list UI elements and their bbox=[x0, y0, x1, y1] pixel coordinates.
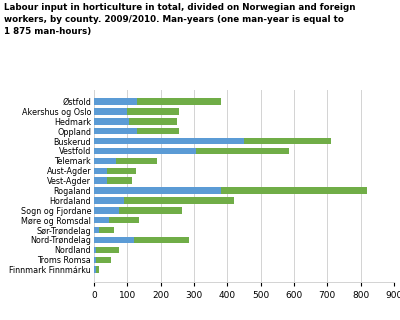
Bar bbox=[94, 247, 96, 253]
Bar bbox=[129, 118, 177, 124]
Bar bbox=[107, 168, 136, 174]
Text: Labour input in horticulture in total, divided on Norwegian and foreign
workers,: Labour input in horticulture in total, d… bbox=[4, 3, 356, 36]
Bar bbox=[94, 207, 119, 213]
Bar bbox=[124, 197, 234, 204]
Bar bbox=[196, 148, 289, 154]
Bar bbox=[94, 237, 134, 243]
Bar bbox=[94, 187, 221, 194]
Bar bbox=[94, 227, 99, 233]
Bar bbox=[119, 207, 182, 213]
Bar bbox=[134, 237, 189, 243]
Bar bbox=[99, 227, 114, 233]
Bar bbox=[94, 118, 129, 124]
Legend: Foreign workers, Norwegian workers: Foreign workers, Norwegian workers bbox=[138, 319, 350, 320]
Bar bbox=[127, 108, 179, 115]
Bar bbox=[94, 267, 96, 273]
Bar bbox=[109, 217, 139, 223]
Bar bbox=[107, 178, 132, 184]
Bar bbox=[94, 168, 107, 174]
Bar bbox=[244, 138, 331, 144]
Bar bbox=[96, 247, 119, 253]
Bar bbox=[94, 108, 127, 115]
Bar bbox=[221, 187, 367, 194]
Bar bbox=[96, 257, 111, 263]
Bar bbox=[137, 98, 221, 105]
Bar bbox=[116, 158, 157, 164]
Bar bbox=[94, 217, 109, 223]
Bar bbox=[94, 128, 137, 134]
Bar bbox=[94, 257, 96, 263]
Bar bbox=[137, 128, 179, 134]
Bar bbox=[94, 178, 107, 184]
Bar bbox=[96, 267, 99, 273]
Bar bbox=[94, 197, 124, 204]
Bar bbox=[94, 138, 244, 144]
Bar bbox=[94, 148, 196, 154]
Bar bbox=[94, 98, 137, 105]
Bar bbox=[94, 158, 116, 164]
